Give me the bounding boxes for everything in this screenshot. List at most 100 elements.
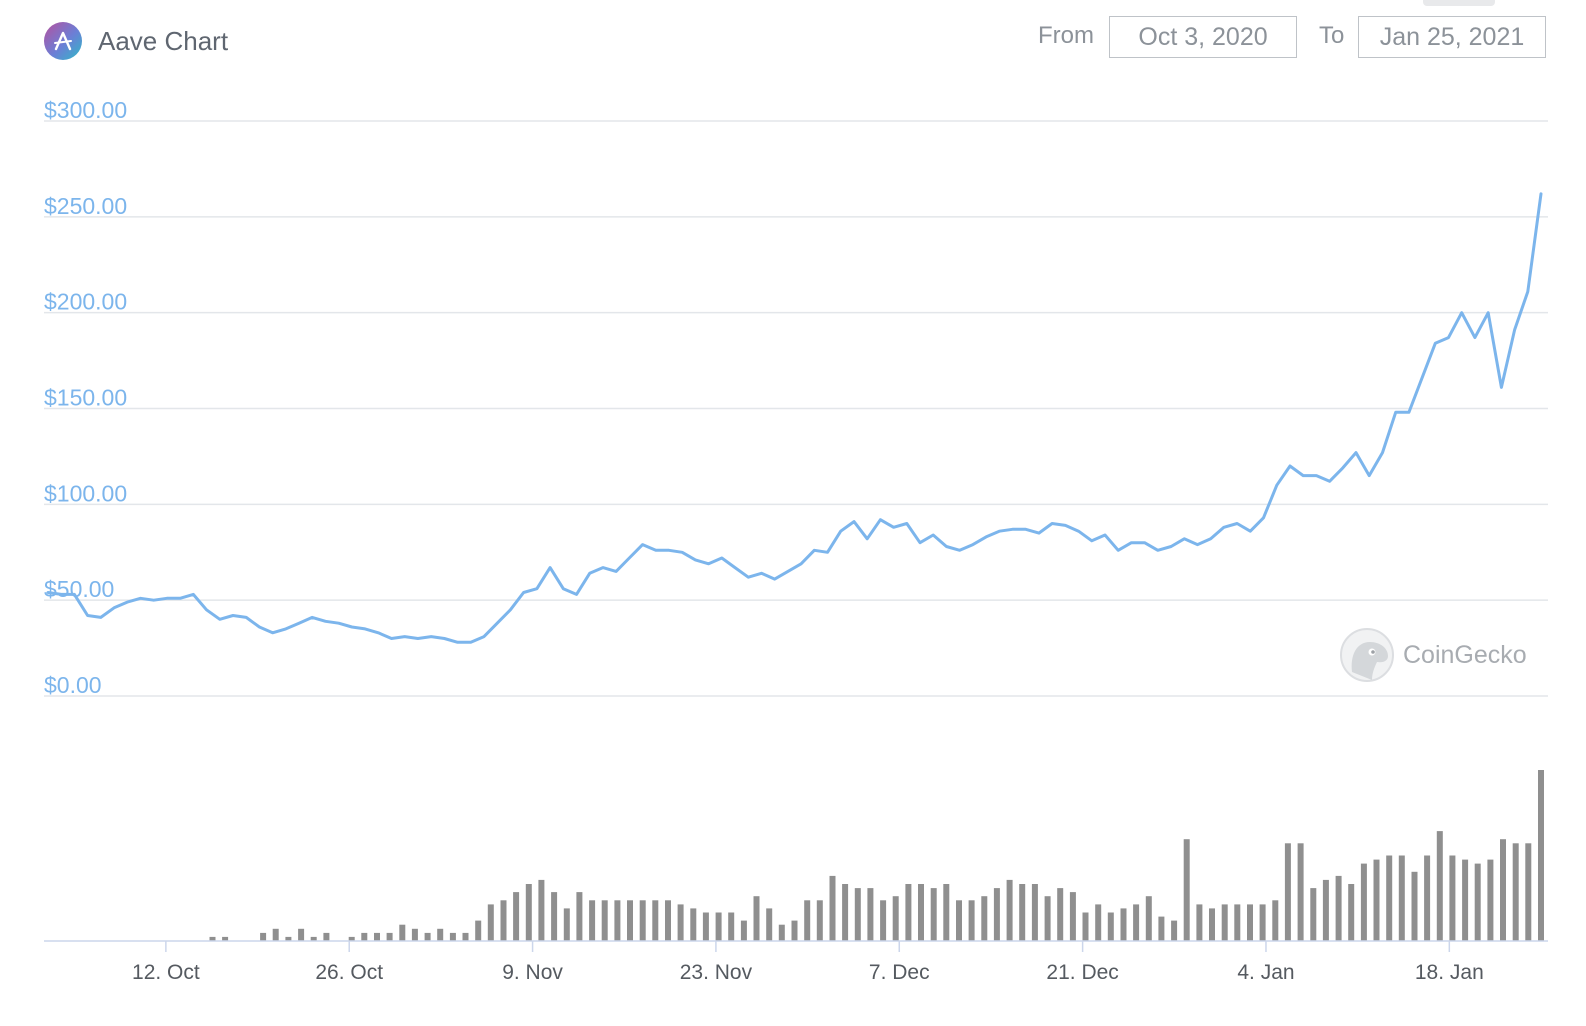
- volume-bar: [1082, 912, 1089, 941]
- volume-bar: [1297, 843, 1304, 941]
- y-tick-label: $0.00: [44, 672, 102, 698]
- volume-bar: [1525, 843, 1532, 941]
- volume-bar: [576, 892, 583, 941]
- volume-bar: [918, 884, 924, 941]
- to-label: To: [1319, 22, 1345, 49]
- volume-bar: [627, 900, 633, 941]
- y-tick-label: $250.00: [44, 193, 127, 219]
- volume-bar: [930, 888, 937, 941]
- y-tick-label: $100.00: [44, 480, 127, 506]
- volume-bar: [892, 896, 899, 941]
- x-tick-label: 21. Dec: [1046, 961, 1118, 984]
- volume-bar: [652, 900, 659, 941]
- volume-bar: [424, 932, 431, 941]
- volume-bar: [905, 884, 912, 941]
- volume-bar: [1095, 904, 1102, 941]
- gecko-icon: [1340, 628, 1394, 682]
- x-axis-labels: 12. Oct 26. Oct 9. Nov 23. Nov 7. Dec 21. Dec…: [132, 941, 1484, 984]
- volume-bar: [1348, 884, 1355, 941]
- x-tick-label: 18. Jan: [1415, 961, 1484, 984]
- volume-bar: [1145, 896, 1152, 941]
- volume-bar: [1386, 855, 1393, 941]
- volume-bar: [1234, 904, 1241, 941]
- volume-bar: [462, 932, 469, 941]
- volume-bar: [437, 928, 444, 941]
- y-tick-label: $200.00: [44, 289, 127, 315]
- volume-bar: [1462, 859, 1469, 941]
- volume-bar: [1449, 855, 1456, 941]
- volume-bar: [854, 888, 861, 941]
- x-tick-label: 4. Jan: [1237, 961, 1294, 984]
- volume-bar: [867, 888, 874, 941]
- volume-bar: [1411, 871, 1418, 941]
- volume-bar: [1487, 859, 1494, 941]
- volume-bar: [1373, 859, 1380, 941]
- volume-bar: [1424, 855, 1431, 941]
- volume-bar: [298, 928, 305, 941]
- volume-bar: [589, 900, 596, 941]
- volume-bar: [449, 932, 456, 941]
- volume-bar: [411, 928, 418, 941]
- y-axis-labels: $0.00 $50.00 $100.00 $150.00 $200.00 $250.00 $…: [44, 97, 127, 698]
- x-tick-label: 23. Nov: [680, 961, 753, 984]
- volume-bar: [968, 900, 975, 941]
- y-tick-label: $50.00: [44, 576, 114, 602]
- volume-bar: [348, 936, 355, 941]
- x-tick-label: 12. Oct: [132, 961, 200, 984]
- volume-bar: [1272, 900, 1279, 941]
- volume-bar: [956, 900, 962, 941]
- volume-bar: [1120, 908, 1127, 941]
- volume-bar: [361, 932, 368, 941]
- volume-bar: [791, 920, 798, 941]
- volume-bar: [386, 932, 393, 941]
- volume-bar: [222, 936, 229, 941]
- volume-bar: [880, 900, 887, 941]
- volume-bar: [272, 928, 279, 941]
- to-date-input[interactable]: Jan 25, 2021: [1358, 16, 1546, 58]
- grid-lines: [44, 120, 1548, 697]
- volume-bar: [1133, 904, 1140, 941]
- from-date-input[interactable]: Oct 3, 2020: [1109, 16, 1297, 58]
- volume-bar: [1183, 839, 1190, 941]
- volume-bar: [1512, 843, 1519, 941]
- volume-bar: [1538, 770, 1544, 941]
- volume-bar: [475, 920, 482, 941]
- volume-bars: [209, 770, 1544, 941]
- x-tick-label: 9. Nov: [502, 961, 563, 984]
- volume-bar: [1158, 916, 1165, 941]
- volume-bar: [1209, 908, 1215, 941]
- watermark-text: CoinGecko: [1403, 641, 1527, 669]
- x-tick-label: 7. Dec: [869, 961, 930, 984]
- volume-bar: [829, 875, 836, 941]
- volume-bar: [1247, 904, 1253, 941]
- volume-bar: [260, 932, 267, 941]
- aave-logo-icon: [44, 22, 82, 60]
- volume-bar: [538, 879, 545, 941]
- volume-bar: [563, 908, 570, 941]
- volume-bar: [310, 936, 317, 941]
- volume-bar: [399, 924, 406, 941]
- volume-bar: [209, 936, 216, 941]
- volume-bar: [1196, 904, 1203, 941]
- coingecko-watermark: CoinGecko: [1340, 628, 1527, 682]
- volume-bar: [1057, 888, 1064, 941]
- volume-bar: [1221, 904, 1228, 941]
- volume-bar: [715, 912, 722, 941]
- volume-bar: [1474, 863, 1481, 941]
- volume-bar: [1322, 879, 1329, 941]
- volume-bar: [981, 896, 988, 941]
- volume-bar: [943, 884, 950, 941]
- volume-bar: [1500, 839, 1506, 941]
- volume-bar: [1335, 875, 1342, 941]
- volume-bar: [1398, 855, 1405, 941]
- volume-bar: [551, 892, 558, 941]
- volume-bar: [513, 892, 520, 941]
- from-label: From: [1038, 22, 1094, 49]
- volume-bar: [1436, 831, 1443, 941]
- volume-bar: [1031, 884, 1038, 941]
- volume-bar: [487, 904, 494, 941]
- volume-bar: [1310, 888, 1317, 941]
- volume-bar: [1284, 843, 1291, 941]
- top-tab-handle: [1423, 0, 1495, 6]
